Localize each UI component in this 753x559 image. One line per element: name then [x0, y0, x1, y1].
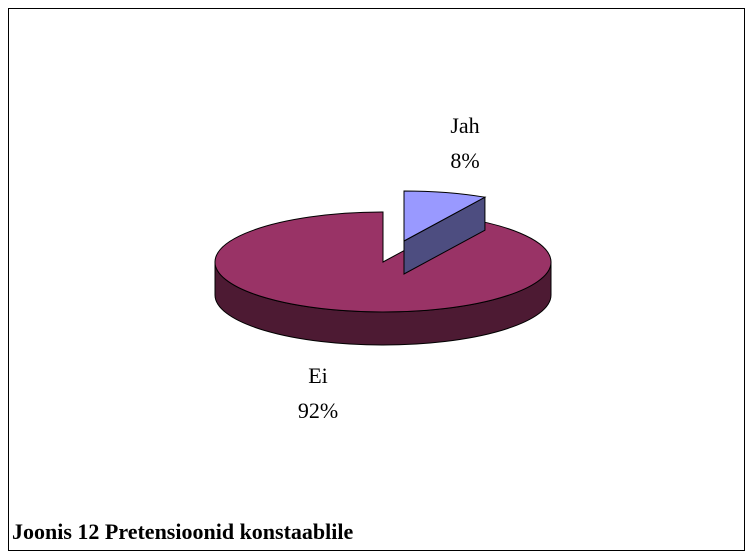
chart-title: Joonis 12 Pretensioonid konstaablile: [12, 519, 353, 544]
slice-value-label: 8%: [450, 148, 479, 173]
pie-slice: [214, 211, 552, 313]
slice-value-label: 92%: [298, 398, 338, 423]
slice-label: Jah: [450, 113, 479, 138]
slice-label: Ei: [308, 363, 328, 388]
pie-slice: [403, 190, 487, 242]
